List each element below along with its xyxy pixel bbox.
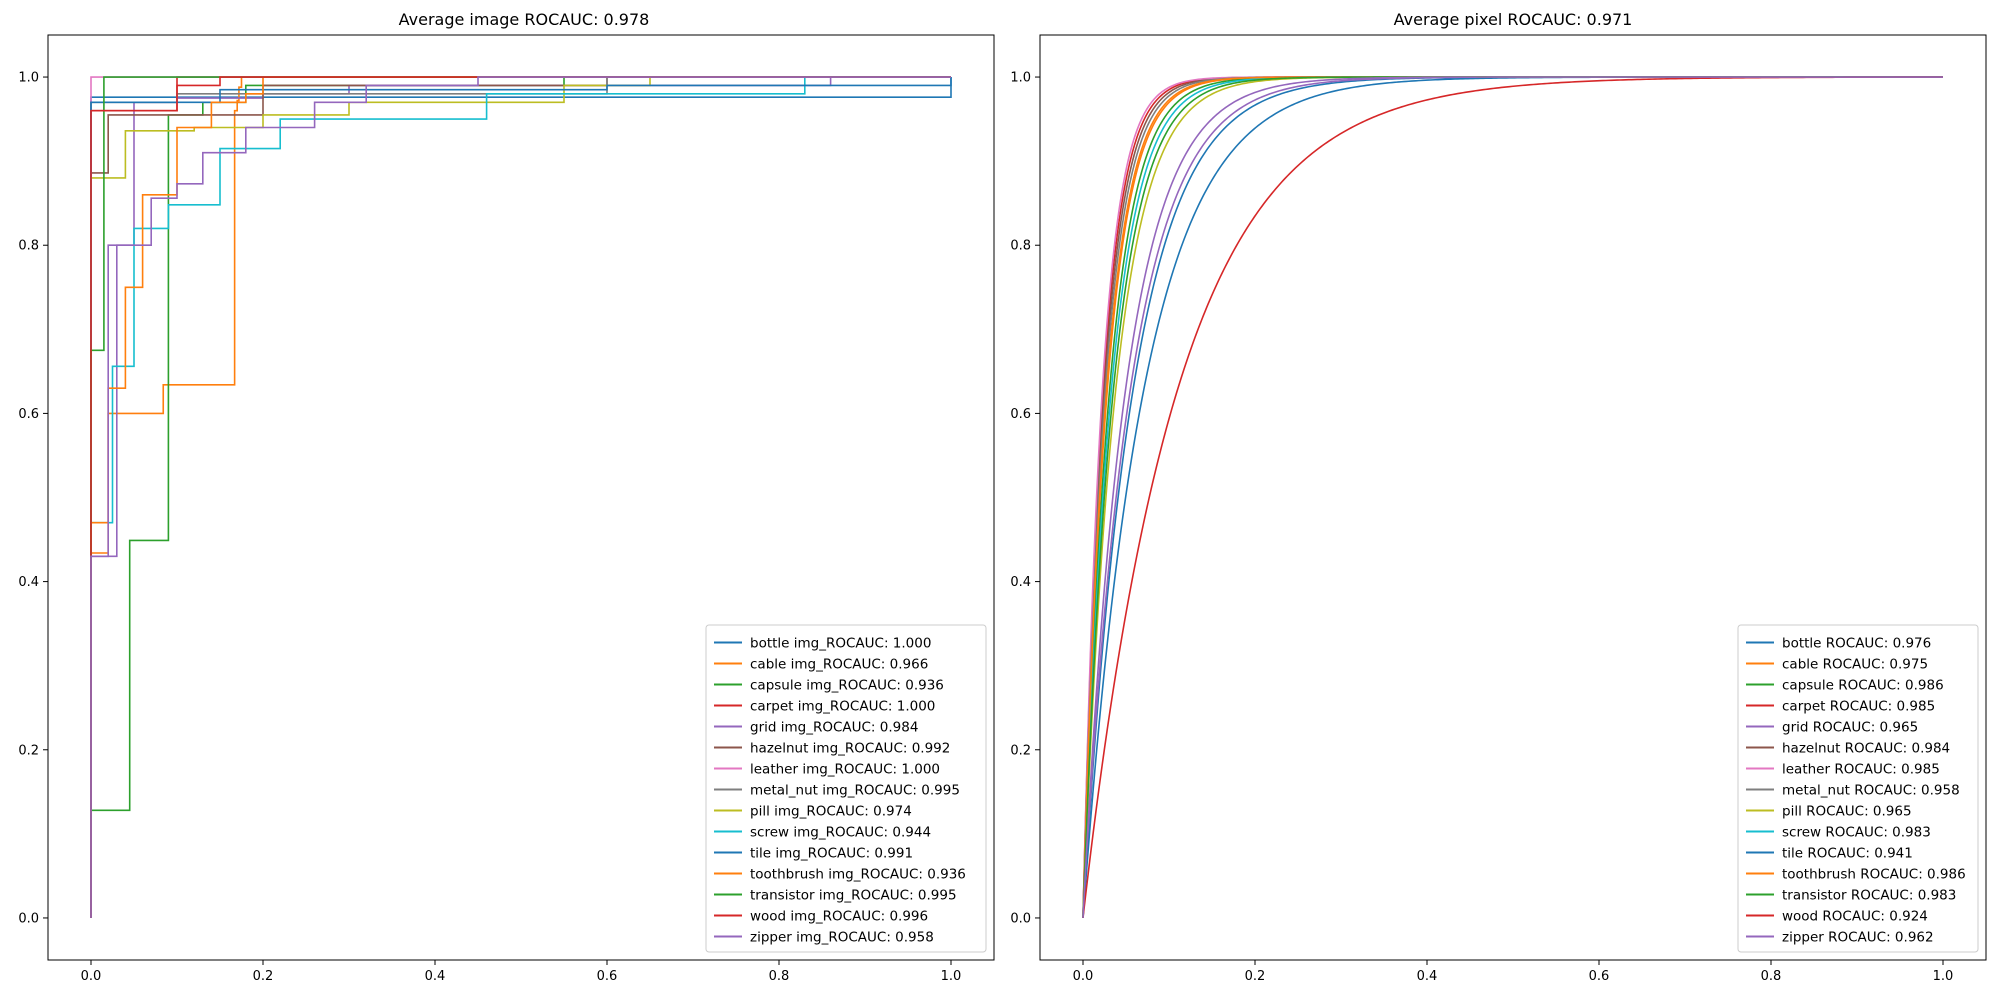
image-legend-label: cable img_ROCAUC: 0.966 bbox=[750, 657, 928, 673]
pixel-ytick-label: 0.6 bbox=[1010, 407, 1031, 422]
pixel-legend-label: carpet ROCAUC: 0.985 bbox=[1782, 699, 1935, 715]
pixel-ytick-label: 0.4 bbox=[1010, 575, 1031, 590]
image-ytick-label: 1.0 bbox=[18, 71, 39, 86]
image-xtick-label: 0.8 bbox=[769, 969, 790, 984]
image-legend-label: toothbrush img_ROCAUC: 0.936 bbox=[750, 867, 966, 883]
image-chart-title: Average image ROCAUC: 0.978 bbox=[399, 10, 650, 29]
pixel-curve-14 bbox=[1082, 76, 1943, 919]
pixel-legend-label: transistor ROCAUC: 0.983 bbox=[1782, 888, 1956, 904]
image-ytick-label: 0.6 bbox=[18, 407, 39, 422]
pixel-legend-label: screw ROCAUC: 0.983 bbox=[1782, 825, 1931, 841]
image-legend: bottle img_ROCAUC: 1.000 cable img_ROCAUC… bbox=[705, 624, 987, 953]
pixel-legend-label: capsule ROCAUC: 0.986 bbox=[1782, 678, 1944, 694]
pixel-legend-box bbox=[1737, 624, 1979, 953]
image-legend-label: wood img_ROCAUC: 0.996 bbox=[750, 909, 928, 925]
pixel-ytick-label: 1.0 bbox=[1010, 71, 1031, 86]
image-axis-ticks: 0.0 0.2 0.4 0.6 0.8 1.0 0.0 0.2 0.4 0.6 0.8 1.0 bbox=[18, 71, 961, 984]
image-ytick-label: 0.4 bbox=[18, 575, 39, 590]
image-curve-10 bbox=[90, 76, 951, 918]
image-legend-label: capsule img_ROCAUC: 0.936 bbox=[750, 678, 944, 694]
pixel-plot-frame bbox=[1039, 34, 1987, 961]
image-legend-label: grid img_ROCAUC: 0.984 bbox=[750, 720, 918, 736]
image-legend-label: metal_nut img_ROCAUC: 0.995 bbox=[750, 783, 960, 799]
image-legend-label: tile img_ROCAUC: 0.991 bbox=[750, 846, 913, 862]
pixel-rocauc-panel: Average pixel ROCAUC: 0.971 0.0 0.2 0.4 0.6… bbox=[1010, 10, 1987, 984]
pixel-legend: bottle ROCAUC: 0.976 cable ROCAUC: 0.975 c… bbox=[1737, 624, 1979, 953]
image-ytick-label: 0.8 bbox=[18, 239, 39, 254]
image-xtick-label: 0.0 bbox=[81, 969, 102, 984]
pixel-legend-label: grid ROCAUC: 0.965 bbox=[1782, 720, 1918, 736]
pixel-ytick-label: 0.2 bbox=[1010, 743, 1031, 758]
image-legend-label: zipper img_ROCAUC: 0.958 bbox=[750, 930, 934, 946]
image-legend-label: hazelnut img_ROCAUC: 0.992 bbox=[750, 741, 950, 757]
pixel-curve-15 bbox=[1082, 76, 1943, 918]
image-curve-15 bbox=[90, 76, 951, 918]
image-legend-label: carpet img_ROCAUC: 1.000 bbox=[750, 699, 935, 715]
image-xtick-label: 0.6 bbox=[597, 969, 618, 984]
pixel-ytick-label: 0.0 bbox=[1010, 911, 1031, 926]
pixel-legend-label: hazelnut ROCAUC: 0.984 bbox=[1782, 741, 1950, 757]
image-curve-11 bbox=[90, 77, 952, 918]
pixel-chart-title: Average pixel ROCAUC: 0.971 bbox=[1394, 10, 1633, 29]
pixel-legend-label: zipper ROCAUC: 0.962 bbox=[1782, 930, 1934, 946]
pixel-legend-label: bottle ROCAUC: 0.976 bbox=[1782, 636, 1931, 652]
pixel-xtick-label: 0.6 bbox=[1589, 969, 1610, 984]
image-legend-label: screw img_ROCAUC: 0.944 bbox=[750, 825, 931, 841]
image-xtick-label: 0.2 bbox=[253, 969, 274, 984]
pixel-legend-label: metal_nut ROCAUC: 0.958 bbox=[1782, 783, 1960, 799]
image-legend-box bbox=[705, 624, 987, 953]
image-legend-label: bottle img_ROCAUC: 1.000 bbox=[750, 636, 931, 652]
pixel-ytick-label: 0.8 bbox=[1010, 239, 1031, 254]
image-legend-label: pill img_ROCAUC: 0.974 bbox=[750, 804, 912, 820]
pixel-legend-label: cable ROCAUC: 0.975 bbox=[1782, 657, 1928, 673]
image-legend-label: leather img_ROCAUC: 1.000 bbox=[750, 762, 940, 778]
image-curve-14 bbox=[90, 76, 951, 918]
pixel-legend-label: toothbrush ROCAUC: 0.986 bbox=[1782, 867, 1966, 883]
pixel-xtick-label: 0.2 bbox=[1245, 969, 1266, 984]
pixel-legend-label: wood ROCAUC: 0.924 bbox=[1782, 909, 1928, 925]
image-xtick-label: 0.4 bbox=[425, 969, 446, 984]
pixel-xtick-label: 0.8 bbox=[1761, 969, 1782, 984]
image-rocauc-panel: Average image ROCAUC: 0.978 0.0 0.2 0.4 0.6… bbox=[18, 10, 995, 984]
image-ytick-label: 0.0 bbox=[18, 911, 39, 926]
image-ytick-label: 0.2 bbox=[18, 743, 39, 758]
pixel-legend-label: tile ROCAUC: 0.941 bbox=[1782, 846, 1913, 862]
image-xtick-label: 1.0 bbox=[941, 969, 962, 984]
image-roc-curves bbox=[90, 76, 952, 918]
pixel-axis-ticks: 0.0 0.2 0.4 0.6 0.8 1.0 0.0 0.2 0.4 0.6 0.8 1.0 bbox=[1010, 71, 1953, 984]
pixel-xtick-label: 0.4 bbox=[1417, 969, 1438, 984]
pixel-xtick-label: 0.0 bbox=[1073, 969, 1094, 984]
pixel-legend-label: pill ROCAUC: 0.965 bbox=[1782, 804, 1912, 820]
pixel-xtick-label: 1.0 bbox=[1933, 969, 1954, 984]
image-plot-frame bbox=[47, 34, 995, 961]
pixel-legend-label: leather ROCAUC: 0.985 bbox=[1782, 762, 1940, 778]
pixel-roc-curves bbox=[1082, 76, 1943, 919]
image-legend-label: transistor img_ROCAUC: 0.995 bbox=[750, 888, 957, 904]
